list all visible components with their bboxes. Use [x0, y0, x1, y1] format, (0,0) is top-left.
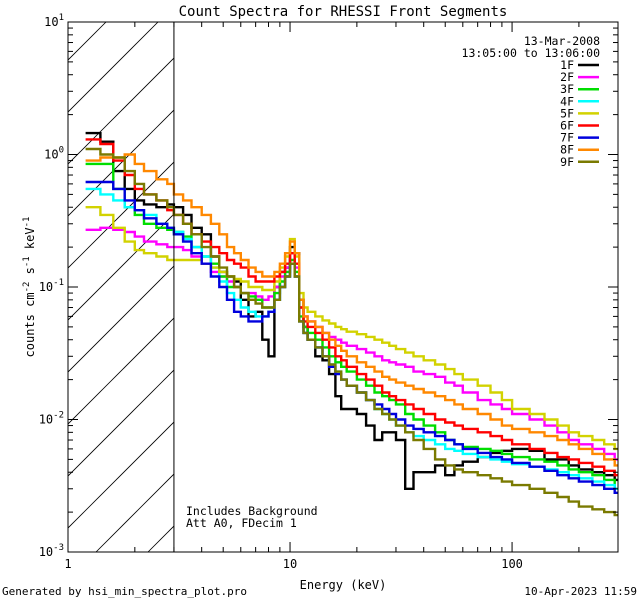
hatch-line — [0, 0, 120, 552]
x-axis-label: Energy (keV) — [300, 578, 387, 592]
y-axis-label: counts cm-2 s-1 keV-1 — [22, 217, 37, 358]
series-lines — [85, 131, 618, 517]
footer-generated: Generated by hsi_min_spectra_plot.pro — [2, 585, 248, 598]
legend-label: 6F — [560, 119, 574, 133]
series-line-8F — [85, 153, 618, 467]
annotation-background: Includes Background — [186, 504, 318, 518]
hatch-line — [68, 421, 174, 529]
axis-ticks: 1 10 100 10-3 10-2 10-1 100 101 — [39, 13, 619, 571]
legend-label: 1F — [560, 58, 574, 72]
hatch-line — [356, 0, 640, 552]
x-tick-label: 1 — [64, 557, 71, 571]
legend-label: 5F — [560, 106, 574, 120]
y-tick-label: 101 — [44, 13, 64, 29]
hatch-line — [68, 161, 174, 269]
legend-label: 9F — [560, 155, 574, 169]
series-line-1F — [85, 131, 618, 490]
hatch-line — [616, 0, 640, 552]
y-tick-label: 10-3 — [39, 543, 64, 559]
series-line-2F — [85, 226, 618, 461]
annotation-attenuator: Att A0, FDecim 1 — [186, 516, 297, 530]
y-tick-label: 10-2 — [39, 411, 64, 427]
legend-label: 4F — [560, 94, 574, 108]
hatch-line — [68, 369, 174, 477]
hatch-line — [68, 109, 174, 217]
series-line-4F — [85, 187, 618, 490]
time-range-label: 13:05:00 to 13:06:00 — [462, 46, 601, 60]
x-tick-label: 10 — [283, 557, 297, 571]
legend-label: 8F — [560, 143, 574, 157]
series-line-9F — [85, 147, 618, 517]
chart-title: Count Spectra for RHESSI Front Segments — [179, 4, 508, 20]
y-tick-label: 10-1 — [39, 278, 64, 294]
legend-label: 3F — [560, 82, 574, 96]
legend-label: 7F — [560, 131, 574, 145]
series-line-6F — [85, 138, 618, 477]
y-tick-label: 100 — [44, 146, 64, 162]
x-tick-label: 100 — [501, 557, 523, 571]
legend-label: 2F — [560, 70, 574, 84]
date-label: 13-Mar-2008 — [524, 34, 600, 48]
footer-date: 10-Apr-2023 11:59 — [524, 585, 637, 598]
plot-frame — [67, 21, 619, 553]
svg-text:counts cm-2 s-1 keV-1: counts cm-2 s-1 keV-1 — [22, 217, 37, 358]
hatch-line — [68, 57, 174, 165]
